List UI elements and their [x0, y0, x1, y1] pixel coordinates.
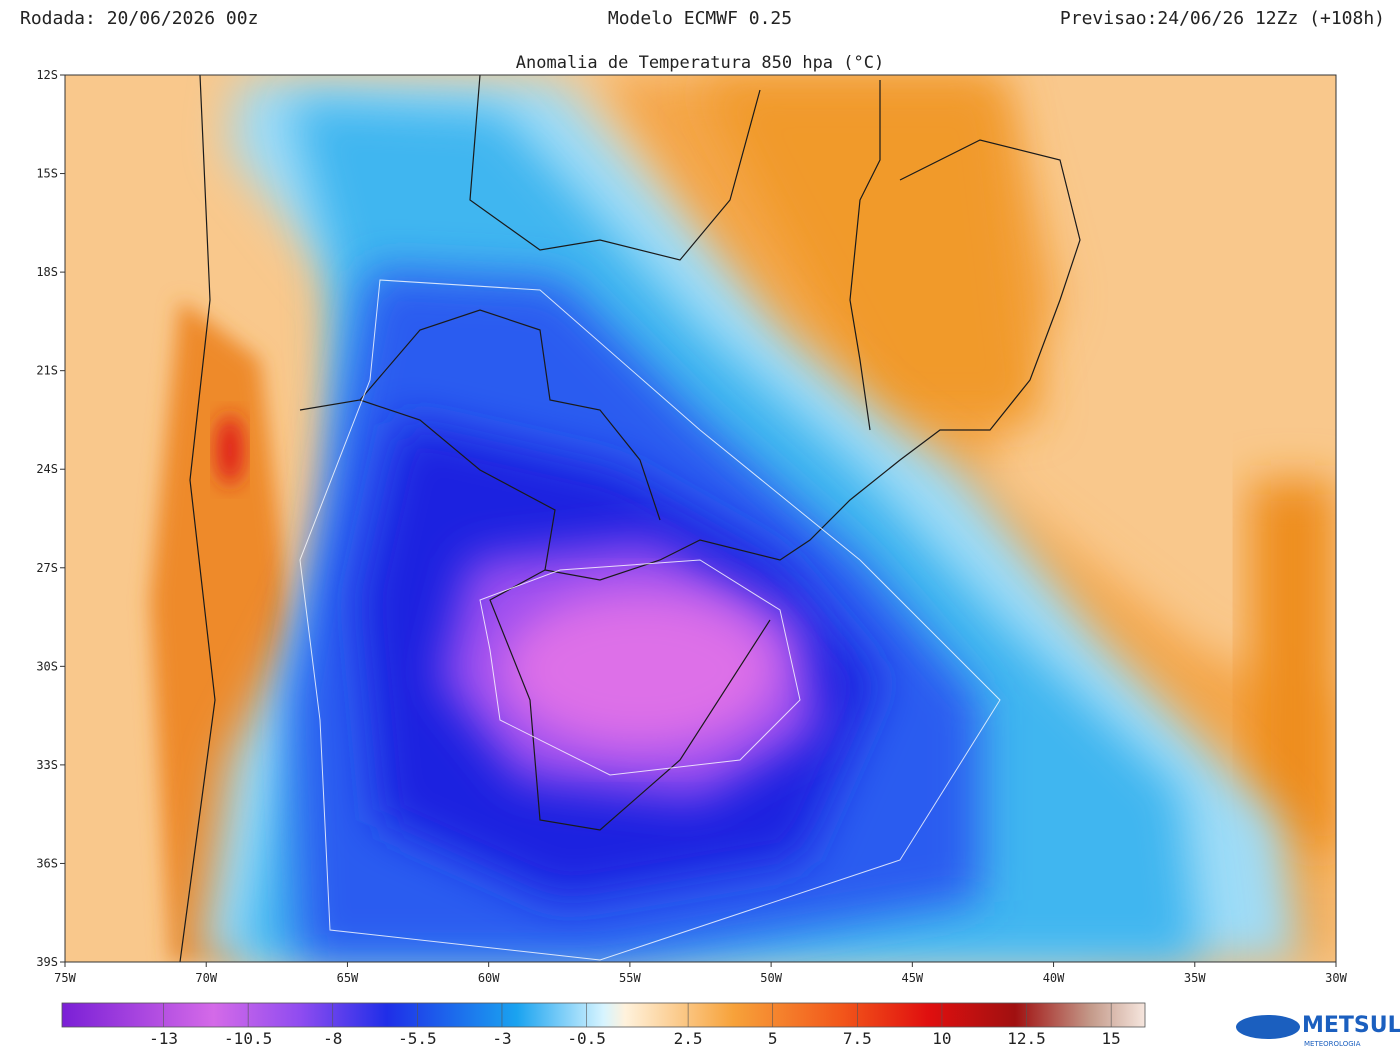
lat-label: 33S: [36, 758, 58, 772]
borders: [179, 75, 1081, 962]
lon-label: 65W: [337, 971, 359, 985]
colorbar-label: 10: [932, 1029, 951, 1048]
forecast-label: Previsao:24/06/26 12Zz (+108h): [1060, 8, 1385, 29]
colorbar-label: 5: [768, 1029, 778, 1048]
model-label: Modelo ECMWF 0.25: [608, 8, 792, 29]
colorbar-label: 15: [1102, 1029, 1121, 1048]
colorbar-label: 2.5: [674, 1029, 703, 1048]
colorbar-label: -0.5: [567, 1029, 606, 1048]
lat-label: 12S: [36, 68, 58, 82]
contours: [299, 279, 1001, 961]
lat-label: 36S: [36, 856, 58, 870]
lon-label: 40W: [1043, 971, 1065, 985]
lon-label: 55W: [619, 971, 641, 985]
lat-label: 24S: [36, 462, 58, 476]
lon-label: 35W: [1184, 971, 1206, 985]
lon-label: 45W: [901, 971, 923, 985]
logo-globe: [1236, 1015, 1300, 1039]
lat-label: 15S: [36, 167, 58, 181]
run-label: Rodada: 20/06/2026 00z: [20, 8, 258, 29]
logo-tagline: METEOROLOGIA: [1304, 1040, 1361, 1048]
lat-label: 30S: [36, 659, 58, 673]
colorbar-label: 7.5: [843, 1029, 872, 1048]
lat-label: 18S: [36, 265, 58, 279]
colorbar-label: -3: [492, 1029, 511, 1048]
lon-label: 50W: [760, 971, 782, 985]
map-title: Anomalia de Temperatura 850 hpa (°C): [516, 53, 884, 73]
lon-label: 70W: [195, 971, 217, 985]
lat-label: 21S: [36, 364, 58, 378]
colorbar: [61, 1002, 1146, 1028]
colorbar-label: -10.5: [224, 1029, 272, 1048]
lon-label: 75W: [54, 971, 76, 985]
lat-label: 27S: [36, 561, 58, 575]
colorbar-label: 12.5: [1007, 1029, 1046, 1048]
colorbar-label: -8: [323, 1029, 342, 1048]
map-frame: [64, 74, 1337, 963]
logo-name: METSUL: [1302, 1013, 1400, 1038]
colorbar-label: -13: [149, 1029, 178, 1048]
anomaly-field: [65, 75, 1336, 962]
lon-label: 30W: [1325, 971, 1347, 985]
colorbar-label: -5.5: [398, 1029, 437, 1048]
lat-label: 39S: [36, 955, 58, 969]
lon-label: 60W: [478, 971, 500, 985]
